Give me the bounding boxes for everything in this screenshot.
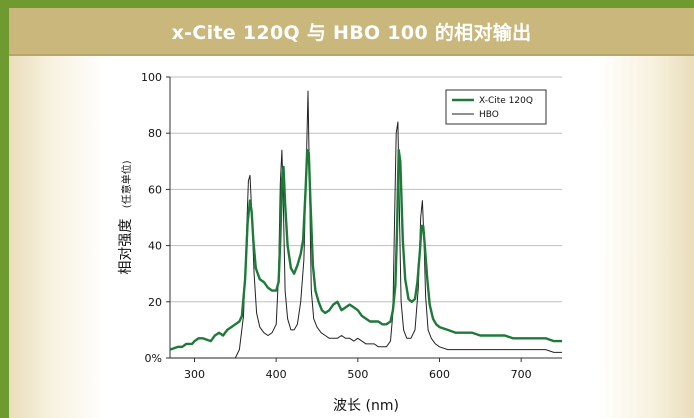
axis-ticks: 0% 20 40 60 80 100 300 400 500 600 700: [141, 71, 532, 381]
title-bar: x-Cite 120Q 与 HBO 100 的相对输出: [9, 8, 694, 56]
grid: [170, 76, 562, 303]
y-tick-label: 40: [148, 240, 162, 253]
y-tick-label: 0%: [145, 352, 162, 365]
y-axis-label: 相对强度 (任意单位): [118, 160, 134, 274]
series-hbo-line: [170, 90, 562, 359]
y-axis-label-sub: (任意单位): [120, 160, 133, 208]
x-tick-label: 700: [511, 368, 532, 381]
x-tick-label: 600: [429, 368, 450, 381]
x-axis-label: 波长 (nm): [333, 398, 399, 414]
legend-label: HBO: [479, 110, 499, 120]
legend: X-Cite 120Q HBO: [445, 89, 547, 125]
x-tick-label: 500: [347, 368, 368, 381]
series-layer: [169, 90, 562, 359]
series-xcite-line: [169, 148, 562, 351]
y-tick-label: 80: [148, 127, 162, 140]
x-tick-label: 300: [184, 368, 205, 381]
chart-panel: x-Cite 120Q 与 HBO 100 的相对输出: [9, 8, 694, 418]
x-tick-label: 400: [266, 368, 287, 381]
y-tick-label: 100: [141, 71, 162, 84]
chart-title: x-Cite 120Q 与 HBO 100 的相对输出: [171, 21, 532, 44]
y-tick-label: 20: [148, 296, 162, 309]
legend-box: [445, 89, 547, 125]
legend-label: X-Cite 120Q: [479, 96, 533, 106]
y-axis-label-main: 相对强度: [118, 219, 134, 275]
y-tick-label: 60: [148, 183, 162, 196]
